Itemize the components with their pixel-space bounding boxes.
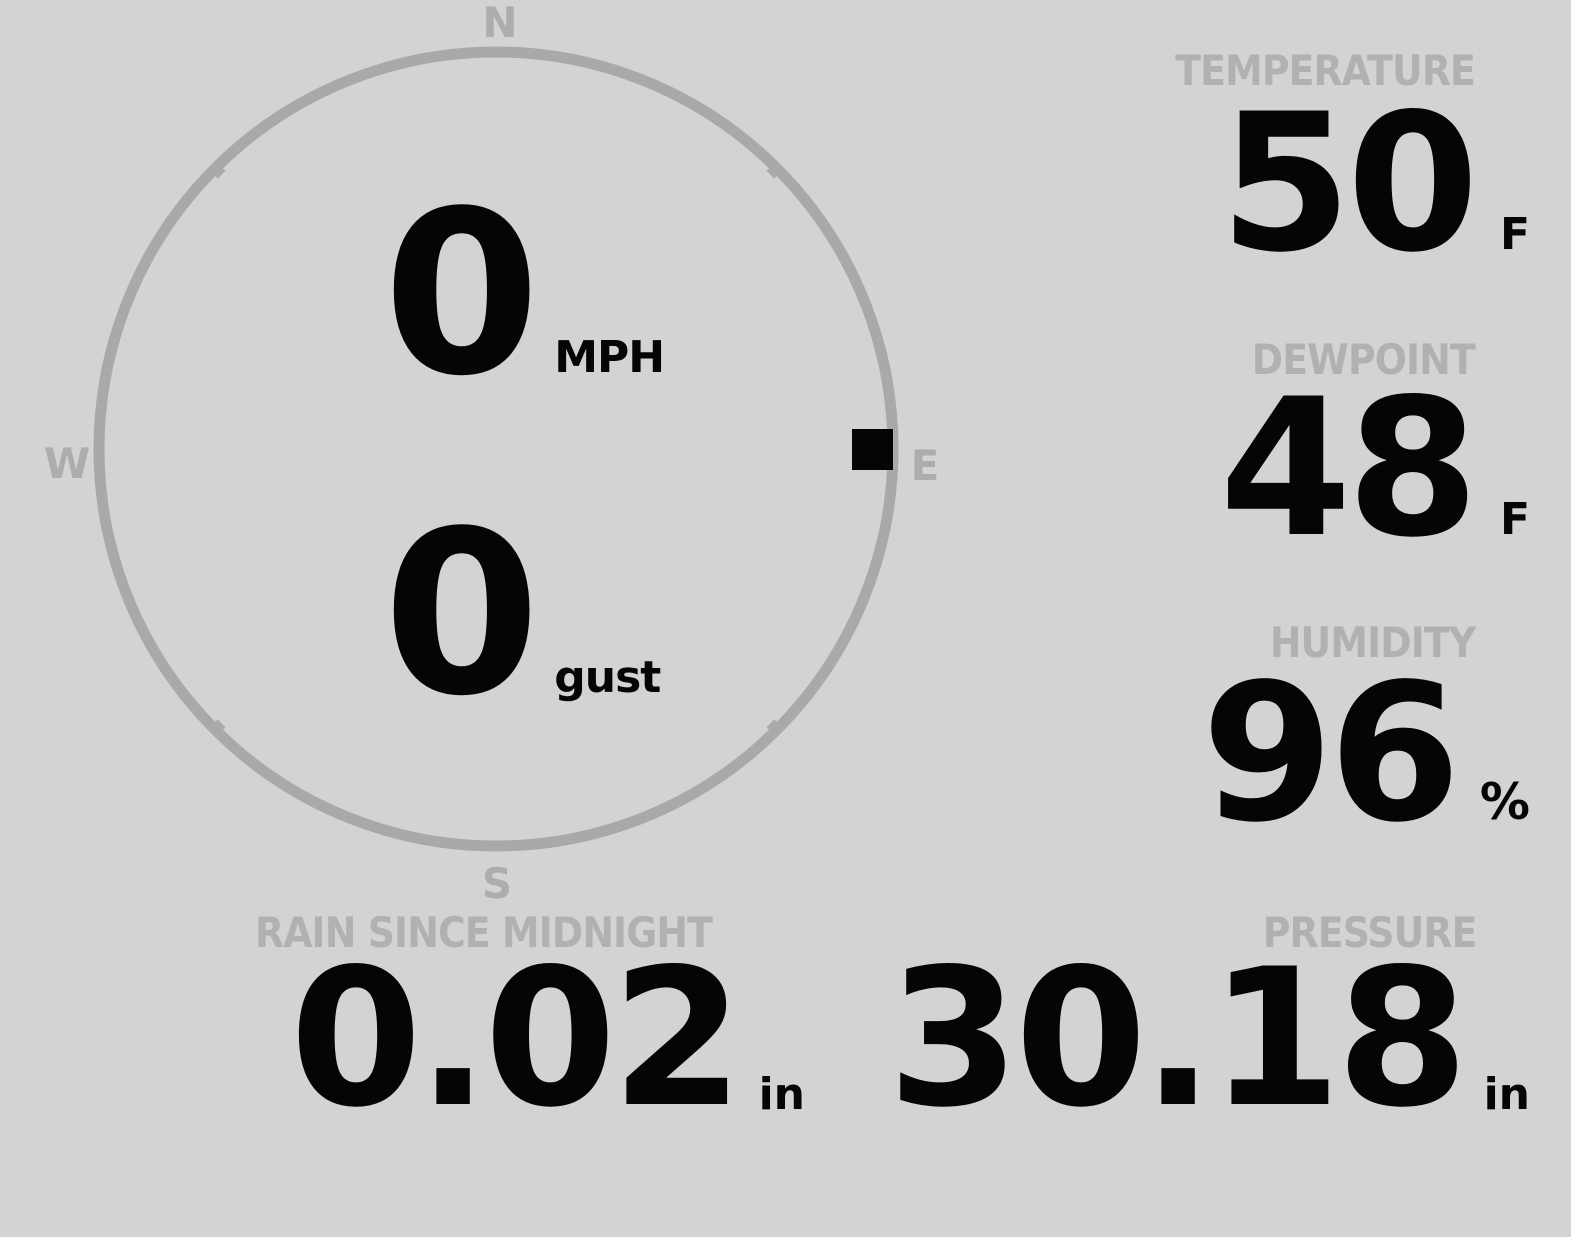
temperature-row: 50 F <box>1220 89 1530 279</box>
humidity-row: 96 % <box>1201 659 1530 849</box>
wind-speed-unit: MPH <box>554 332 665 383</box>
pressure-label: PRESSURE <box>1263 908 1478 957</box>
compass-label-north: N <box>482 0 517 47</box>
temperature-unit: F <box>1499 209 1530 260</box>
wind-speed-row: 0 MPH <box>383 163 665 426</box>
wind-gust-row: 0 gust <box>383 483 661 746</box>
wind-gust-unit: gust <box>554 652 661 703</box>
pressure-value: 30.18 <box>887 928 1469 1149</box>
humidity-unit: % <box>1479 773 1530 831</box>
rain-unit: in <box>758 1069 805 1120</box>
compass-label-south: S <box>482 859 512 908</box>
rain-row: 0.02 in <box>290 944 805 1134</box>
temperature-value: 50 <box>1219 73 1479 294</box>
humidity-value: 96 <box>1201 643 1460 864</box>
compass-label-east: E <box>911 441 940 490</box>
wind-direction-marker <box>852 429 893 470</box>
rain-label: RAIN SINCE MIDNIGHT <box>255 908 713 957</box>
compass-label-west: W <box>44 439 90 488</box>
compass-tick-sw-icon <box>207 719 226 738</box>
compass-tick-ne-icon <box>766 160 785 179</box>
wind-speed-value: 0 <box>383 163 540 426</box>
compass-tick-nw-icon <box>207 160 226 179</box>
dewpoint-label: DEWPOINT <box>1251 335 1476 384</box>
dewpoint-unit: F <box>1499 494 1530 545</box>
pressure-unit: in <box>1483 1069 1530 1120</box>
humidity-label: HUMIDITY <box>1269 618 1476 667</box>
pressure-row: 30.18 in <box>888 944 1530 1134</box>
wind-compass: N S W E <box>44 0 940 908</box>
wind-gust-value: 0 <box>383 483 540 746</box>
temperature-label: TEMPERATURE <box>1175 46 1476 95</box>
rain-value: 0.02 <box>289 928 744 1149</box>
dewpoint-row: 48 F <box>1220 374 1530 564</box>
dewpoint-value: 48 <box>1219 358 1479 579</box>
compass-tick-se-icon <box>766 719 785 738</box>
